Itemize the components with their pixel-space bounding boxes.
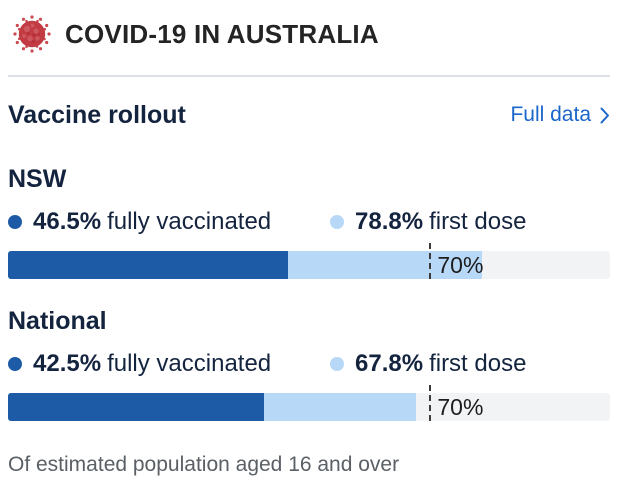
legend: 46.5% fully vaccinated 78.8% first dose <box>8 207 610 237</box>
legend-label: 46.5% fully vaccinated <box>33 208 272 235</box>
region-heading: NSW <box>8 165 67 193</box>
region-heading: National <box>8 307 107 335</box>
bar-track <box>8 251 610 279</box>
legend-label: 67.8% first dose <box>355 350 527 377</box>
full-data-link[interactable]: Full data <box>510 100 610 130</box>
target-marker-line <box>429 385 432 421</box>
coronavirus-icon <box>12 14 52 54</box>
region-block-national: National 42.5% fully vaccinated 67.8% firs… <box>8 309 610 421</box>
legend-label: 42.5% fully vaccinated <box>33 350 272 377</box>
vaccination-progress-bar: 70% <box>8 385 610 421</box>
first-dose-dot-icon <box>330 357 344 371</box>
legend-item-fully-vaccinated: 42.5% fully vaccinated <box>8 349 330 379</box>
target-label: 70% <box>437 252 484 278</box>
section-title: Vaccine rollout <box>8 101 186 129</box>
legend-label: 78.8% first dose <box>355 208 527 235</box>
target-label: 70% <box>437 394 484 420</box>
region-block-nsw: NSW 46.5% fully vaccinated 78.8% first dos… <box>8 167 610 279</box>
fully-vaccinated-dot-icon <box>8 215 22 229</box>
legend-item-first-dose: 67.8% first dose <box>330 349 526 379</box>
fully-vaccinated-segment <box>8 393 264 421</box>
legend-item-fully-vaccinated: 46.5% fully vaccinated <box>8 207 330 237</box>
covid-widget: COVID-19 IN AUSTRALIA Vaccine rollout Fu… <box>8 13 610 476</box>
header-divider <box>8 75 610 77</box>
fully-vaccinated-segment <box>8 251 288 279</box>
section-row: Vaccine rollout Full data <box>8 100 610 130</box>
population-note: Of estimated population aged 16 and over <box>8 453 400 476</box>
widget-header: COVID-19 IN AUSTRALIA <box>12 13 610 55</box>
bar-track <box>8 393 610 421</box>
first-dose-dot-icon <box>330 215 344 229</box>
full-data-link-label: Full data <box>510 103 591 126</box>
legend: 42.5% fully vaccinated 67.8% first dose <box>8 349 610 379</box>
page-title: COVID-19 IN AUSTRALIA <box>65 18 379 49</box>
target-marker-line <box>429 243 432 279</box>
legend-item-first-dose: 78.8% first dose <box>330 207 526 237</box>
fully-vaccinated-dot-icon <box>8 357 22 371</box>
vaccination-progress-bar: 70% <box>8 243 610 279</box>
chevron-right-icon <box>600 107 610 124</box>
